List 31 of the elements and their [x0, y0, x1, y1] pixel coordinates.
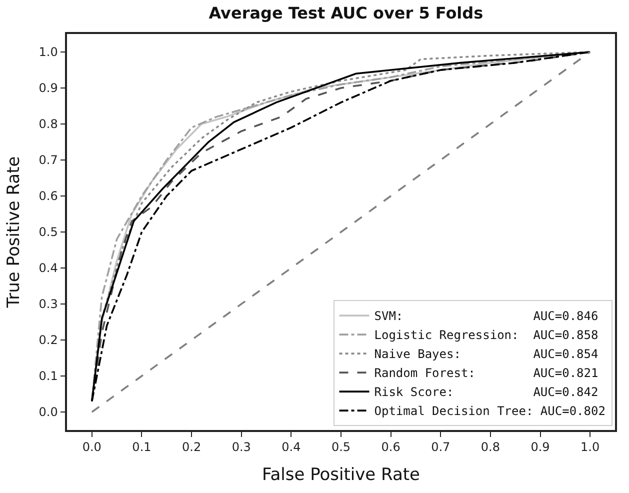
x-tick-label: 0.7 — [431, 440, 450, 454]
y-tick-label: 1.0 — [38, 45, 58, 60]
legend-label: Logistic Regression: AUC=0.858 — [374, 328, 598, 342]
x-tick-label: 0.2 — [182, 440, 202, 454]
y-tick-label: 0.6 — [38, 189, 58, 204]
y-tick-label: 0.4 — [38, 261, 58, 276]
x-tick-label: 0.6 — [381, 440, 400, 454]
legend-label: Risk Score: AUC=0.842 — [374, 385, 598, 400]
y-tick-label: 0.8 — [38, 117, 58, 132]
y-tick-label: 0.0 — [38, 405, 58, 420]
y-tick-label: 0.5 — [38, 225, 58, 240]
chart-title: Average Test AUC over 5 Folds — [208, 4, 484, 23]
y-tick-label: 0.7 — [38, 153, 58, 168]
x-tick-label: 0.4 — [282, 440, 301, 454]
legend-label: SVM: AUC=0.846 — [374, 309, 598, 324]
y-axis-title: True Positive Rate — [4, 156, 24, 309]
x-tick-label: 0.9 — [530, 440, 550, 454]
x-axis-title: False Positive Rate — [262, 465, 420, 486]
x-tick-label: 0.1 — [132, 440, 152, 454]
x-tick-label: 0.5 — [331, 440, 351, 454]
legend-label: Optimal Decision Tree: AUC=0.802 — [374, 404, 606, 418]
y-tick-label: 0.9 — [38, 81, 58, 96]
x-tick-label: 0.3 — [232, 440, 251, 454]
legend-label: Naive Bayes: AUC=0.854 — [374, 347, 598, 362]
legend-label: Random Forest: AUC=0.821 — [374, 366, 598, 380]
y-tick-label: 0.3 — [38, 297, 58, 312]
x-tick-label: 0.0 — [82, 440, 102, 454]
x-tick-label: 0.8 — [480, 440, 500, 454]
y-tick-label: 0.2 — [38, 333, 58, 348]
y-tick-label: 0.1 — [38, 369, 58, 384]
x-tick-label: 1.0 — [580, 440, 600, 454]
